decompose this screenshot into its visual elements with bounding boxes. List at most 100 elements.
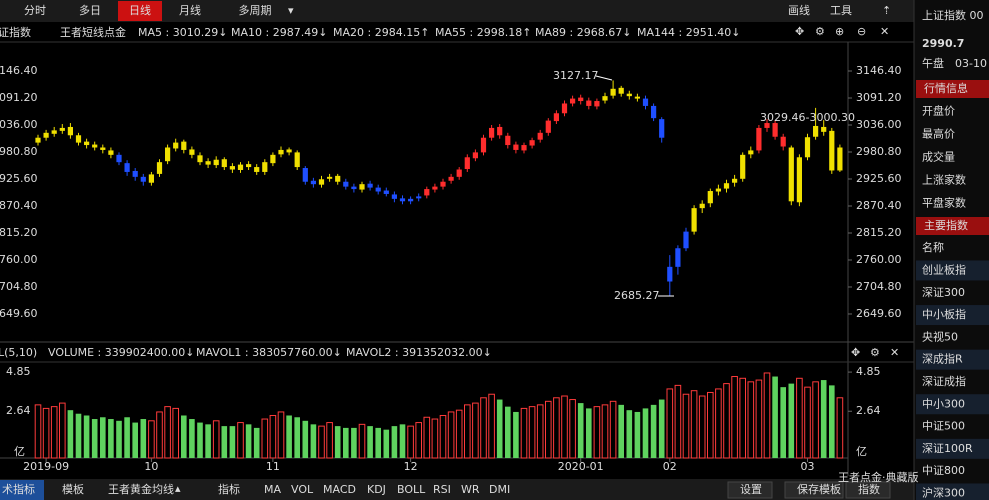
y-tick-label: 2.64 (856, 404, 881, 417)
volume-bar (553, 397, 560, 459)
icon[interactable]: ✕ (880, 25, 889, 38)
candle-body (667, 266, 673, 282)
icon[interactable]: ⊖ (857, 25, 866, 38)
list-item: 名称 (922, 240, 944, 254)
icon[interactable]: ⚙ (870, 346, 880, 359)
volume-bar (245, 424, 252, 458)
y-tick-label: 2649.60 (856, 307, 902, 320)
y-tick-label: 3091.20 (856, 91, 902, 104)
y-tick-label: 2980.80 (0, 145, 38, 158)
button[interactable]: 指数 (858, 482, 880, 496)
volume-bar (569, 399, 576, 459)
tab[interactable]: 多日 (79, 3, 101, 17)
icon[interactable]: ✥ (851, 346, 860, 359)
candle-body (197, 155, 203, 163)
volume-bar (674, 384, 682, 459)
row-bg (916, 349, 989, 370)
candle-body (416, 196, 422, 199)
button-bg (727, 481, 773, 499)
volume-bar (739, 377, 747, 459)
tool[interactable]: 工具 (830, 4, 852, 17)
volume-bar (480, 397, 487, 459)
volume-bar (124, 417, 130, 458)
bottom-tab[interactable]: 王者黄金均线 (108, 482, 174, 496)
bottom-tab[interactable]: WR (461, 483, 480, 496)
button[interactable]: 设置 (740, 483, 762, 496)
icon[interactable]: ⊕ (835, 25, 844, 38)
candle-body (375, 187, 381, 192)
candle-body (205, 161, 211, 165)
list-item[interactable]: 央视50 (922, 329, 958, 343)
section-header[interactable]: 主要指数 (924, 218, 968, 232)
bottom-tab[interactable]: 术指标 (2, 482, 35, 496)
list-item[interactable]: 深证成指 (922, 374, 966, 388)
top-toolbar (0, 0, 914, 22)
candle-body (116, 154, 122, 163)
bottom-toolbar (0, 479, 914, 500)
list-item[interactable]: 沪深300 (922, 485, 965, 499)
volume-bar (221, 426, 228, 458)
candle-body (189, 149, 195, 155)
candle-body (602, 96, 608, 101)
bottom-tab[interactable]: RSI (433, 483, 451, 496)
list-item[interactable]: 中证500 (922, 420, 965, 433)
section-header[interactable]: 行情信息 (924, 81, 968, 95)
active-tab-bg (118, 1, 162, 21)
list-item[interactable]: 中小板指 (922, 307, 966, 321)
bottom-tab[interactable]: KDJ (367, 483, 386, 496)
volume-bar (164, 406, 171, 459)
icon[interactable]: ⇡ (882, 4, 891, 17)
bottom-tab[interactable]: BOLL (397, 483, 426, 496)
volume-bar (755, 379, 763, 459)
candle-body (829, 130, 835, 171)
candle-body (43, 132, 49, 138)
bottom-tab[interactable]: 模板 (62, 482, 84, 496)
list-item[interactable]: 中小300 (922, 397, 965, 410)
volume-bar (391, 426, 398, 458)
volume-bar (334, 426, 341, 458)
volume-bar (343, 427, 349, 458)
volume-bar (50, 406, 58, 459)
volume-bar (108, 419, 114, 458)
tab[interactable]: 分时 (24, 4, 46, 17)
tab[interactable]: 月线 (179, 3, 201, 17)
bottom-tab[interactable]: MA (264, 483, 281, 496)
price: 2990.7 (922, 37, 964, 50)
candle-body (75, 135, 82, 143)
icon[interactable]: ⚙ (815, 25, 825, 38)
tab[interactable]: 日线 (129, 3, 151, 17)
bottom-tab[interactable]: DMI (489, 483, 510, 496)
list-item[interactable]: 创业板指 (922, 262, 966, 276)
button[interactable]: 保存模板 (797, 482, 841, 496)
candle-body (813, 125, 819, 137)
volume-bar (140, 419, 147, 458)
volume-bar (780, 387, 786, 458)
list-item[interactable]: 中证800 (922, 464, 965, 477)
icon[interactable]: ✥ (795, 25, 804, 38)
icon[interactable]: ✕ (890, 346, 899, 359)
tool[interactable]: 画线 (788, 3, 810, 17)
volume-bar (358, 423, 366, 459)
unit-label: 亿 (856, 445, 867, 458)
y-tick-label: 3036.00 (0, 118, 38, 131)
candle-body (732, 178, 738, 183)
candle-body (796, 157, 802, 203)
list-item[interactable]: 深成指R (922, 352, 963, 366)
list-item[interactable]: 深证300 (922, 286, 965, 299)
candle-body (561, 103, 568, 114)
candle-body (529, 140, 535, 146)
indicator-label: MA89 : 2968.67↓ (535, 26, 631, 39)
list-item[interactable]: 深证100R (922, 442, 973, 455)
candle-body (683, 231, 689, 249)
bottom-tab[interactable]: VOL (291, 483, 314, 496)
volume-bar (156, 411, 163, 459)
tab[interactable]: 多周期 (239, 3, 272, 17)
y-tick-label: 2925.60 (0, 172, 38, 185)
watermark: 王者点金·典藏版 (838, 470, 919, 484)
candle-body (456, 169, 462, 177)
indicator-label: 王者短线点金 (60, 25, 126, 39)
row-bg (916, 438, 989, 459)
bottom-tab[interactable]: 指标 (218, 482, 240, 496)
candle-body (343, 181, 349, 187)
bottom-tab[interactable]: MACD (323, 483, 356, 496)
